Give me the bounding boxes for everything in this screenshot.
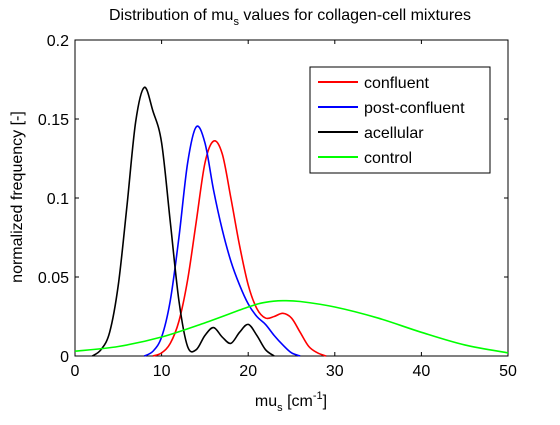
x-tick-label: 40	[413, 363, 431, 380]
legend-label-confluent: confluent	[364, 75, 429, 92]
plot-area: 0 10 20 30 40 50 0 0.05 0.1 0.15 0.2 confluent post-…	[38, 33, 517, 380]
legend-label-post-confluent: post-confluent	[364, 100, 465, 117]
legend-label-control: control	[364, 150, 412, 167]
chart-title: Distribution of mus values for collagen-…	[109, 7, 471, 28]
y-tick-label: 0	[60, 349, 69, 366]
series-line-control	[74, 299, 509, 354]
y-axis-label: normalized frequency [-]	[9, 111, 26, 283]
x-tick-label: 50	[499, 363, 517, 380]
y-tick-label: 0.1	[47, 191, 69, 208]
x-tick-label: 10	[153, 363, 171, 380]
x-tick-label: 20	[239, 363, 257, 380]
series-line-post-confluent	[143, 125, 301, 357]
legend-box	[309, 66, 491, 174]
x-tick-label: 30	[326, 363, 344, 380]
series-line-confluent	[152, 140, 327, 357]
y-tick-label: 0.2	[47, 33, 69, 50]
x-axis-label: mus [cm-1]	[255, 390, 327, 414]
y-tick-label: 0.05	[38, 270, 69, 287]
y-tick-label: 0.15	[38, 112, 69, 129]
x-tick-label: 0	[71, 363, 80, 380]
series-line-acellular	[91, 86, 275, 357]
legend-label-acellular: acellular	[364, 125, 424, 142]
